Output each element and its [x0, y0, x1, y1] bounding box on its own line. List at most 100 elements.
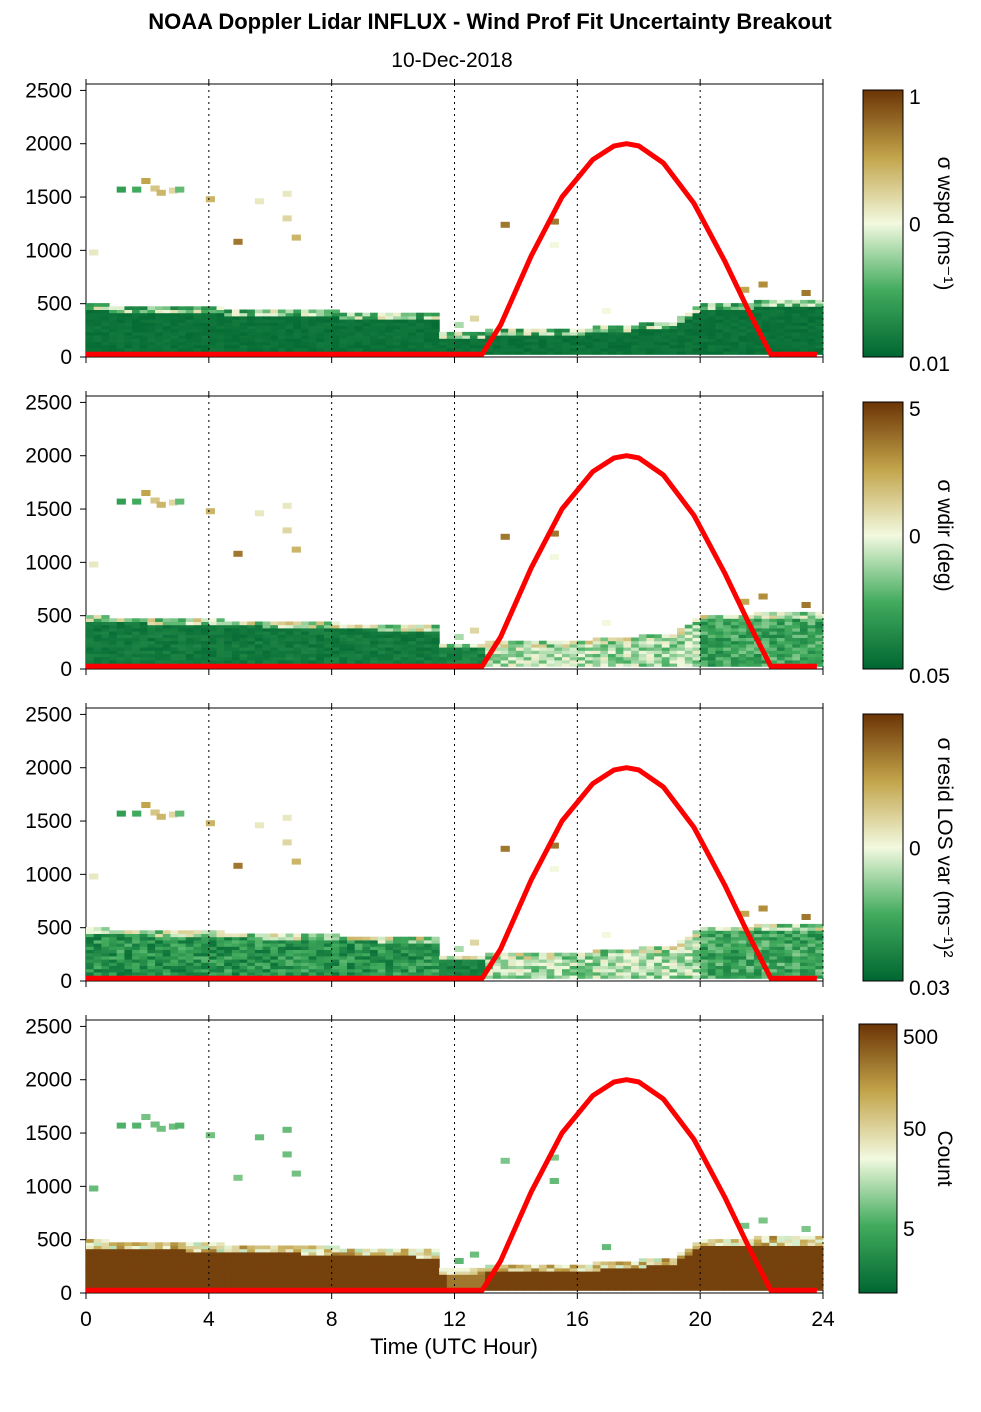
heatmap-cell [531, 1287, 540, 1291]
heatmap-cell [339, 1271, 348, 1275]
heatmap-cell [715, 328, 724, 333]
heatmap-cell [600, 344, 609, 349]
heatmap-cell [239, 955, 248, 960]
heatmap-cell [347, 1267, 356, 1272]
heatmap-cell [285, 659, 294, 664]
heatmap-cell [208, 627, 217, 632]
heatmap-cell [523, 663, 532, 667]
heatmap-cell [93, 1248, 102, 1253]
heatmap-cell [815, 939, 824, 944]
heatmap-cell [132, 952, 141, 957]
heatmap-cell [577, 347, 586, 352]
heatmap-cell [224, 640, 233, 645]
heatmap-cell [416, 335, 425, 339]
heatmap-cell [738, 927, 747, 931]
heatmap-cell [208, 631, 217, 635]
heatmap-cell [339, 1283, 348, 1288]
heatmap-cell [370, 659, 379, 664]
heatmap-cell [646, 663, 655, 667]
heatmap-cell [431, 322, 440, 326]
heatmap-cell [178, 1267, 187, 1272]
heatmap-cell [101, 618, 110, 622]
heatmap-cell [162, 1280, 171, 1285]
heatmap-cell [684, 351, 693, 355]
heatmap-cell [608, 1277, 617, 1282]
heatmap-cell [224, 1251, 233, 1256]
heatmap-cell [631, 659, 640, 664]
heatmap-cell [393, 643, 402, 648]
heatmap-cell [431, 1251, 440, 1256]
heatmap-cell [101, 309, 110, 314]
heatmap-cell [684, 319, 693, 323]
heatmap-cell [185, 1264, 194, 1269]
heatmap-cell [193, 952, 202, 957]
heatmap-cell [185, 653, 194, 658]
heatmap-cell [262, 1255, 271, 1259]
heatmap-cell [301, 1248, 310, 1253]
heatmap-cell [416, 1258, 425, 1262]
heatmap-cell [684, 647, 693, 651]
heatmap-cell [308, 643, 317, 648]
heatmap-cell [247, 312, 256, 317]
heatmap-cell [178, 1280, 187, 1285]
heatmap-cell [354, 631, 363, 635]
heatmap-cell [684, 955, 693, 960]
heatmap-cell [646, 946, 655, 950]
heatmap-cell [201, 322, 210, 326]
heatmap-cell [815, 949, 824, 954]
heatmap-cell [362, 943, 371, 947]
heatmap-cell [231, 650, 241, 654]
heatmap-cell [761, 939, 770, 944]
heatmap-cell [761, 952, 770, 957]
heatmap-cell [723, 322, 732, 326]
heatmap-cell [254, 968, 264, 973]
heatmap-cell [339, 331, 348, 336]
heatmap-cell [631, 640, 640, 645]
heatmap-cell [155, 331, 164, 336]
heatmap-cell [469, 315, 480, 322]
heatmap-cell [562, 1283, 571, 1288]
heatmap-cell [101, 1245, 110, 1250]
heatmap-cell [700, 946, 709, 950]
heatmap-cell [431, 1274, 440, 1278]
heatmap-cell [116, 659, 125, 664]
heatmap-cell [116, 962, 125, 966]
heatmap-cell [608, 1274, 617, 1278]
heatmap-cell [347, 631, 356, 635]
heatmap-cell [277, 1255, 287, 1259]
heatmap-cell [631, 1287, 640, 1291]
heatmap-cell [193, 650, 202, 654]
heatmap-cell [331, 1277, 340, 1282]
heatmap-cell [393, 1258, 402, 1262]
heatmap-cell [661, 637, 670, 642]
heatmap-cell [631, 1267, 640, 1272]
heatmap-cell [101, 643, 110, 648]
heatmap-cell [101, 1280, 110, 1285]
heatmap-cell [608, 1264, 617, 1269]
heatmap-cell [285, 1251, 294, 1256]
heatmap-cell [661, 971, 670, 976]
heatmap-cell [784, 927, 793, 931]
heatmap-cell [347, 637, 356, 642]
heatmap-cell [715, 1280, 724, 1285]
heatmap-cell [723, 659, 732, 664]
heatmap-cell [254, 198, 265, 205]
heatmap-cell [400, 1274, 409, 1278]
heatmap-cell [815, 335, 824, 339]
heatmap-cell [185, 309, 194, 314]
heatmap-cell [132, 959, 141, 963]
heatmap-cell [730, 1245, 740, 1250]
heatmap-cell [393, 936, 402, 941]
heatmap-cell [101, 1248, 110, 1253]
heatmap-cell [101, 1261, 110, 1266]
heatmap-cell [769, 611, 778, 616]
heatmap-cell [216, 621, 225, 626]
heatmap-cell [700, 341, 709, 346]
heatmap-cell [677, 637, 686, 642]
heatmap-cell [730, 637, 740, 642]
heatmap-cell [700, 615, 709, 619]
heatmap-cell [538, 331, 548, 336]
heatmap-cell [139, 943, 148, 947]
heatmap-cell [162, 949, 171, 954]
heatmap-cell [592, 1261, 601, 1266]
